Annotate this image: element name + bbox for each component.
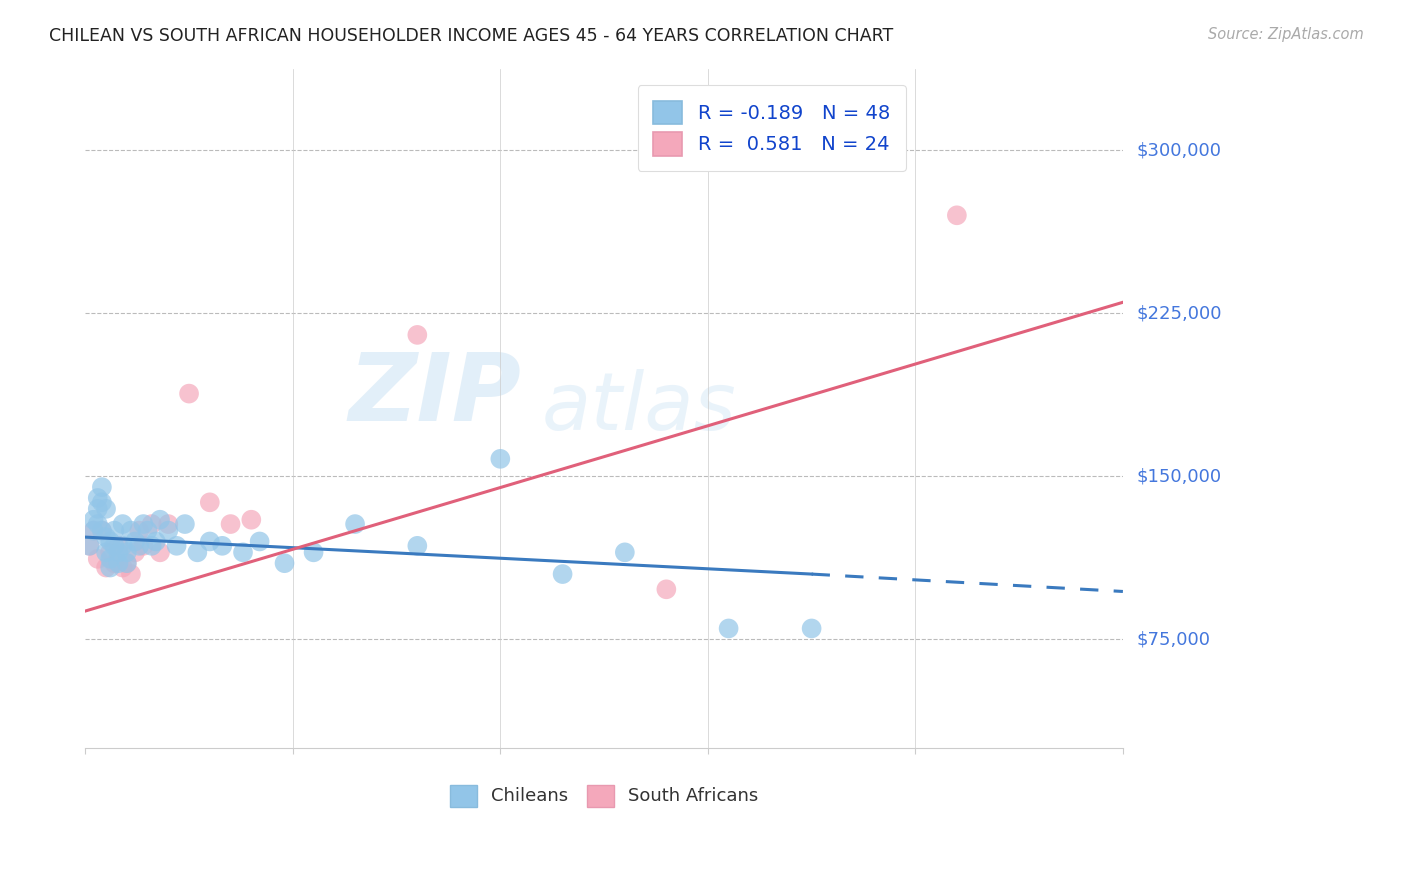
Point [800, 622, 823, 636]
Point [406, 327, 429, 342]
Point [103, 556, 125, 570]
Point [103, 524, 125, 538]
Point [87, 501, 110, 516]
Point [166, 539, 188, 553]
Point [211, 539, 233, 553]
Point [149, 513, 172, 527]
Text: atlas: atlas [541, 369, 737, 447]
Point [87, 491, 110, 505]
Point [240, 513, 263, 527]
Text: Source: ZipAtlas.com: Source: ZipAtlas.com [1208, 27, 1364, 42]
Point [90, 495, 112, 509]
Point [717, 622, 740, 636]
Point [120, 524, 142, 538]
Point [98, 552, 121, 566]
Point [79, 539, 101, 553]
Point [115, 556, 138, 570]
Point [94, 545, 117, 559]
Point [157, 524, 180, 538]
Point [124, 545, 146, 559]
Text: $300,000: $300,000 [1137, 141, 1222, 159]
Text: $150,000: $150,000 [1137, 467, 1222, 485]
Point [186, 545, 208, 559]
Point [90, 480, 112, 494]
Text: ZIP: ZIP [349, 349, 522, 441]
Point [83, 513, 105, 527]
Point [157, 517, 180, 532]
Point [198, 534, 221, 549]
Point [83, 524, 105, 538]
Point [111, 517, 134, 532]
Point [136, 524, 159, 538]
Point [94, 530, 117, 544]
Point [103, 539, 125, 553]
Point [94, 501, 117, 516]
Legend: Chileans, South Africans: Chileans, South Africans [443, 777, 765, 814]
Point [946, 208, 969, 222]
Point [128, 524, 150, 538]
Point [302, 545, 325, 559]
Point [115, 545, 138, 559]
Point [198, 495, 221, 509]
Point [94, 560, 117, 574]
Point [219, 517, 242, 532]
Point [489, 451, 512, 466]
Point [98, 545, 121, 559]
Point [107, 556, 129, 570]
Point [120, 567, 142, 582]
Point [87, 552, 110, 566]
Point [141, 539, 163, 553]
Point [98, 534, 121, 549]
Point [128, 539, 150, 553]
Point [124, 534, 146, 549]
Point [107, 545, 129, 559]
Point [655, 582, 678, 597]
Point [145, 534, 167, 549]
Point [344, 517, 367, 532]
Point [90, 524, 112, 538]
Point [132, 539, 155, 553]
Point [273, 556, 295, 570]
Point [115, 556, 138, 570]
Point [87, 517, 110, 532]
Point [132, 517, 155, 532]
Point [177, 386, 200, 401]
Text: $225,000: $225,000 [1137, 304, 1222, 322]
Point [149, 545, 172, 559]
Point [551, 567, 574, 582]
Point [79, 539, 101, 553]
Point [406, 539, 429, 553]
Text: $75,000: $75,000 [1137, 631, 1211, 648]
Point [141, 517, 163, 532]
Point [90, 524, 112, 538]
Point [232, 545, 254, 559]
Point [83, 524, 105, 538]
Text: CHILEAN VS SOUTH AFRICAN HOUSEHOLDER INCOME AGES 45 - 64 YEARS CORRELATION CHART: CHILEAN VS SOUTH AFRICAN HOUSEHOLDER INC… [49, 27, 893, 45]
Point [111, 539, 134, 553]
Point [613, 545, 636, 559]
Point [111, 560, 134, 574]
Point [249, 534, 271, 549]
Point [174, 517, 197, 532]
Point [107, 539, 129, 553]
Point [98, 560, 121, 574]
